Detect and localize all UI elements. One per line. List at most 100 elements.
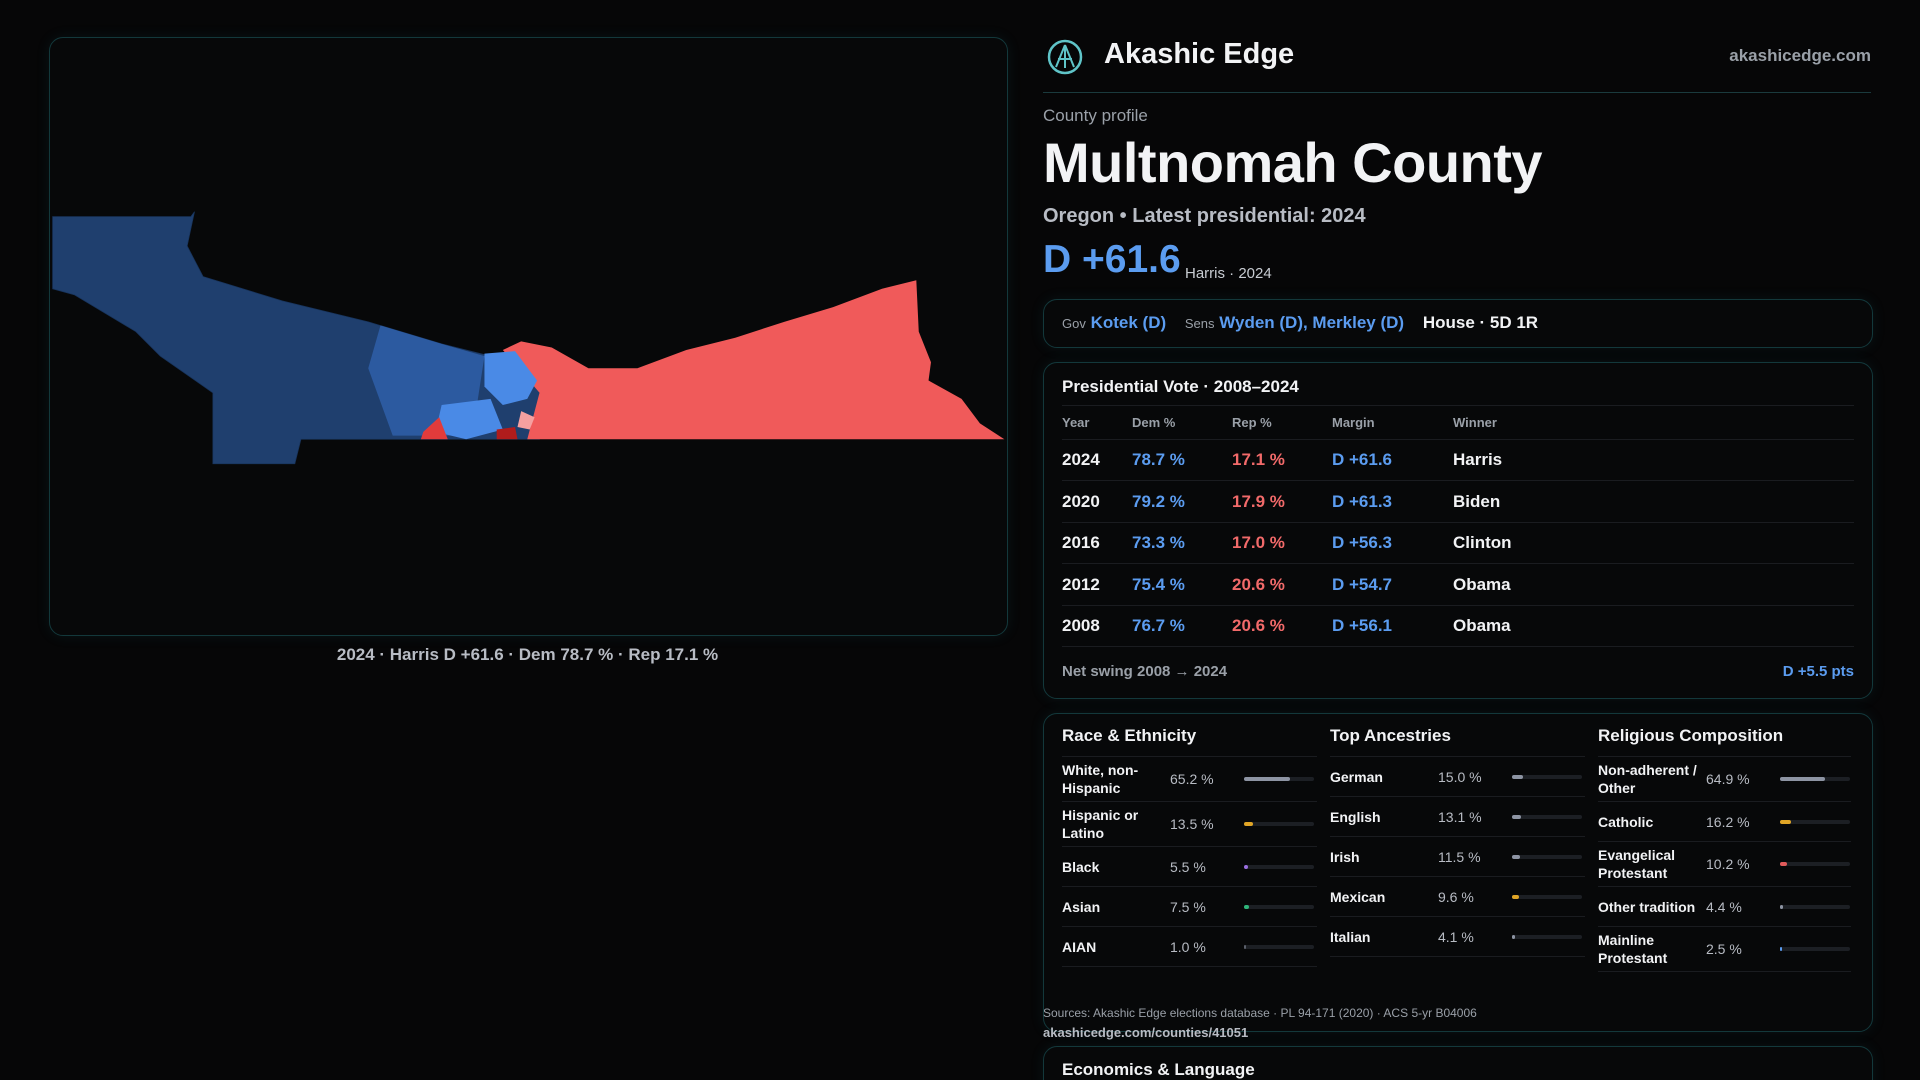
bar-track: [1780, 862, 1850, 866]
column-title: Religious Composition: [1598, 726, 1851, 757]
bar-track: [1780, 947, 1850, 951]
row-value: 10.2 %: [1706, 856, 1750, 872]
cell: Obama: [1453, 616, 1511, 635]
county-map: [52, 211, 1005, 465]
row-name: AIAN: [1062, 938, 1097, 955]
officials: Gov Kotek (D) Sens Wyden (D), Merkley (D…: [1043, 299, 1873, 348]
senators: Wyden (D), Merkley (D): [1219, 313, 1405, 332]
row-value: 65.2 %: [1170, 771, 1214, 787]
demographic-column: Top Ancestries German 15.0 % English 13.1 % I…: [1330, 726, 1585, 957]
bar: [1244, 904, 1250, 909]
bar: [1780, 819, 1792, 824]
precincts-light: [435, 398, 503, 440]
economics-panel: Economics & Language: [1043, 1046, 1873, 1080]
row-name: Italian: [1330, 928, 1371, 945]
demographic-row: Catholic 16.2 %: [1598, 802, 1851, 842]
cell: 2008: [1062, 616, 1100, 635]
bar-track: [1512, 894, 1582, 899]
site-link[interactable]: akashicedge.com: [1729, 46, 1871, 65]
cell: 17.9 %: [1232, 491, 1285, 511]
bar-track: [1512, 774, 1582, 779]
bar: [1780, 947, 1782, 951]
bar-track: [1512, 934, 1582, 939]
row-value: 4.1 %: [1438, 928, 1474, 945]
rule: [1062, 405, 1854, 406]
officials-line: Gov Kotek (D) Sens Wyden (D), Merkley (D…: [1062, 313, 1538, 333]
bar-track: [1244, 777, 1314, 781]
sources: Sources: Akashic Edge elections database…: [1043, 1006, 1477, 1020]
demographic-row: English 13.1 %: [1330, 797, 1585, 837]
cell: 2012: [1062, 574, 1100, 594]
row-name: Mainline Protestant: [1598, 932, 1668, 966]
presidential-panel: Presidential Vote · 2008–2024 Net swing …: [1043, 362, 1873, 699]
row-name: Other tradition: [1598, 898, 1696, 915]
source-url[interactable]: akashicedge.com/counties/41051: [1043, 1025, 1249, 1040]
row-value: 2.5 %: [1706, 941, 1742, 957]
demographic-row: Other tradition 4.4 %: [1598, 887, 1851, 927]
gov-label: Gov: [1062, 316, 1086, 331]
cell: 17.0 %: [1232, 533, 1285, 552]
demographic-row: Irish 11.5 %: [1330, 837, 1585, 877]
row-value: 16.2 %: [1706, 813, 1750, 830]
row-name: English: [1330, 808, 1381, 825]
table-row: 2012 75.4 % 20.6 % D +54.7 Obama: [1062, 564, 1854, 606]
bar-track: [1780, 777, 1850, 781]
table-row: 2016 73.3 % 17.0 % D +56.3 Clinton: [1062, 522, 1854, 564]
table-row: 2024 78.7 % 17.1 % D +61.6 Harris: [1062, 439, 1854, 481]
demographic-row: Mainline Protestant 2.5 %: [1598, 927, 1851, 972]
cell: 79.2 %: [1132, 491, 1185, 511]
precincts-east: [502, 280, 1005, 440]
brand: Akashic Edge: [1104, 38, 1295, 70]
panel-title: Presidential Vote · 2008–2024: [1062, 377, 1299, 396]
row-value: 9.6 %: [1438, 888, 1474, 905]
swing-value: D +5.5 pts: [1782, 663, 1854, 680]
demographic-row: Black 5.5 %: [1062, 847, 1317, 887]
sens-label: Sens: [1184, 316, 1215, 331]
cell: 20.6 %: [1232, 616, 1285, 635]
precincts-dark-red: [496, 427, 518, 440]
bar: [1512, 774, 1523, 779]
row-name: White, non-Hispanic: [1062, 762, 1139, 796]
bar: [1780, 862, 1788, 866]
column-header: Rep %: [1232, 415, 1272, 430]
demographic-row: White, non-Hispanic 65.2 %: [1062, 757, 1317, 802]
cell: 17.1 %: [1232, 450, 1285, 469]
cell: 76.7 %: [1132, 616, 1185, 635]
row-value: 11.5 %: [1438, 848, 1481, 865]
row-value: 15.0 %: [1438, 768, 1482, 785]
map-panel: [49, 37, 1008, 636]
bar: [1244, 822, 1254, 826]
demographics-panel: Race & Ethnicity White, non-Hispanic 65.2 …: [1043, 713, 1873, 1032]
row-name: Non-adherent / Other: [1598, 762, 1697, 796]
cell: D +54.7: [1332, 574, 1393, 594]
bar: [1512, 894, 1519, 899]
cell: 2016: [1062, 533, 1100, 552]
demographic-row: German 15.0 %: [1330, 757, 1585, 797]
swing-label: Net swing 2008 → 2024: [1062, 663, 1228, 680]
row-value: 13.1 %: [1438, 808, 1482, 825]
bar-track: [1244, 822, 1314, 826]
demographic-row: Asian 7.5 %: [1062, 887, 1317, 927]
map-caption: 2024 · Harris D +61.6 · Dem 78.7 % · Rep…: [336, 645, 719, 664]
demographic-row: Hispanic or Latino 13.5 %: [1062, 802, 1317, 847]
cell: 2020: [1062, 491, 1100, 511]
panel-title: Economics & Language: [1062, 1060, 1255, 1079]
precincts-red: [420, 417, 448, 440]
divider: [1043, 92, 1871, 93]
row-name: Mexican: [1330, 888, 1386, 905]
column-header: Dem %: [1132, 415, 1176, 430]
demographic-row: AIAN 1.0 %: [1062, 927, 1317, 967]
row-name: Irish: [1330, 848, 1360, 865]
bar: [1780, 777, 1826, 781]
demographic-row: Non-adherent / Other 64.9 %: [1598, 757, 1851, 802]
demographic-row: Mexican 9.6 %: [1330, 877, 1585, 917]
column-title: Top Ancestries: [1330, 726, 1585, 757]
precincts-light: [484, 351, 538, 406]
margin: D +61.6: [1043, 238, 1181, 281]
bar: [1512, 854, 1521, 859]
column-title: Race & Ethnicity: [1062, 726, 1317, 757]
bar: [1244, 944, 1246, 949]
cell: 75.4 %: [1132, 574, 1185, 594]
bar: [1244, 864, 1248, 869]
